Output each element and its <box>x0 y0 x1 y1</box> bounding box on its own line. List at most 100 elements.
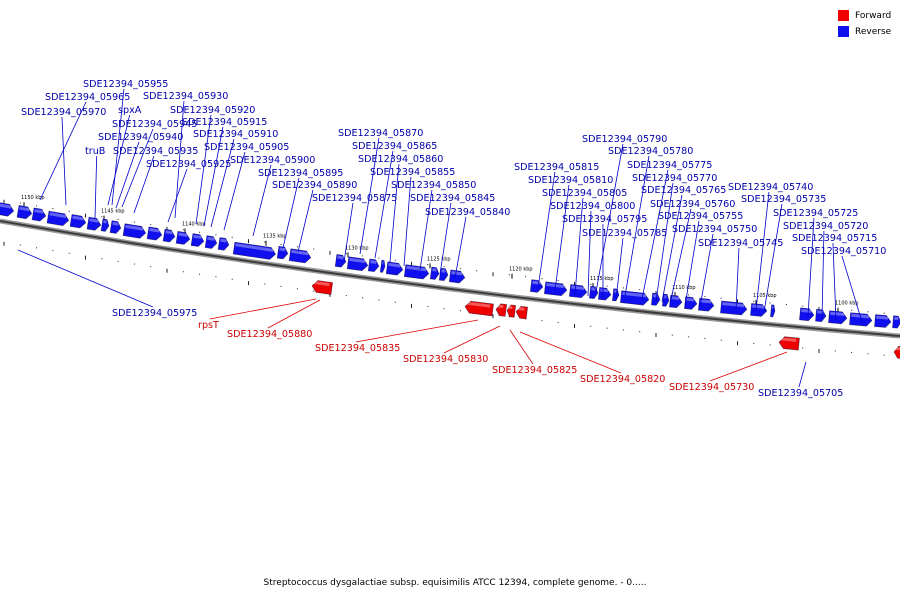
leader-line <box>509 329 534 365</box>
reverse-gene-arrow <box>16 205 33 220</box>
scale-tick-label: 1120 kbp <box>509 267 533 273</box>
leader-line <box>267 299 321 329</box>
leader-line <box>133 155 155 214</box>
leader-line <box>624 155 650 297</box>
leader-line <box>282 177 300 249</box>
scale-tick-label: 1110 kbp <box>672 285 696 291</box>
gene-label-sde12394-05715: SDE12394_05715 <box>792 233 877 244</box>
leader-line <box>209 298 317 320</box>
gene-label-sde12394-05870: SDE12394_05870 <box>338 128 423 139</box>
reverse-gene-arrow <box>232 241 276 260</box>
leader-line <box>595 143 624 293</box>
leader-line <box>684 220 700 307</box>
leader-line <box>374 150 394 259</box>
gene-label-sde12394-05895: SDE12394_05895 <box>258 168 343 179</box>
gene-label-sde12394-05890: SDE12394_05890 <box>272 180 357 191</box>
leader-line <box>39 101 87 201</box>
reverse-gene-arrow <box>662 293 670 307</box>
legend: Forward Reverse <box>838 9 891 41</box>
gene-label-rpst: rpsT <box>198 320 219 331</box>
gene-label-sde12394-05760: SDE12394_05760 <box>650 199 735 210</box>
reverse-gene-arrow <box>69 214 87 229</box>
gene-label-sde12394-05850: SDE12394_05850 <box>391 180 476 191</box>
leader-line <box>167 168 188 223</box>
gene-label-sde12394-05945: SDE12394_05945 <box>112 119 197 130</box>
leader-line <box>121 128 154 208</box>
reverse-gene-arrow <box>750 303 768 317</box>
reverse-gene-arrow <box>669 294 683 309</box>
reverse-gene-arrow <box>334 254 347 268</box>
leader-line <box>587 210 592 297</box>
scale-tick-label: 1145 kbp <box>101 209 125 215</box>
leader-line <box>832 242 837 321</box>
forward-gene-arrow <box>464 300 494 317</box>
leader-line <box>61 116 67 206</box>
gene-label-sde12394-05880: SDE12394_05880 <box>227 329 312 340</box>
forward-gene-arrow <box>506 304 516 318</box>
gene-label-sde12394-05930: SDE12394_05930 <box>143 91 228 102</box>
leader-line <box>519 331 622 374</box>
gene-label-sde12394-05825: SDE12394_05825 <box>492 365 577 376</box>
forward-gene-arrow <box>515 305 528 320</box>
gene-label-sde12394-05840: SDE12394_05840 <box>425 207 510 218</box>
leader-line <box>454 216 467 279</box>
gene-label-sde12394-05925: SDE12394_05925 <box>146 159 231 170</box>
reverse-gene-arrow <box>100 218 110 232</box>
reverse-gene-arrow <box>799 307 815 322</box>
gene-label-sde12394-05820: SDE12394_05820 <box>580 374 665 385</box>
forward-gene-arrow <box>495 303 507 317</box>
gene-label-trub: truB <box>85 146 105 157</box>
reverse-gene-arrow <box>204 235 218 249</box>
legend-item-forward: Forward <box>838 9 891 22</box>
scale-ticks: 1150 kbp 1145 kbp 1140 kbp 1135 kbp 1130 kbp… <box>3 195 885 356</box>
gene-label-sde12394-05835: SDE12394_05835 <box>315 343 400 354</box>
gene-label-sde12394-05975: SDE12394_05975 <box>112 308 197 319</box>
leader-line <box>821 230 825 319</box>
leader-line <box>252 164 272 237</box>
leader-line <box>661 194 683 303</box>
reverse-gene-arrow <box>568 284 588 299</box>
leader-line <box>699 233 714 308</box>
leader-line <box>554 184 570 291</box>
reverse-gene-arrow <box>684 296 698 310</box>
gene-label-sde12394-05740: SDE12394_05740 <box>728 182 813 193</box>
gene-label-sde12394-05745: SDE12394_05745 <box>698 238 783 249</box>
reverse-gene-arrow <box>698 297 715 312</box>
reverse-gene-arrow <box>874 314 892 328</box>
leader-line <box>655 182 674 302</box>
gene-labels: SDE12394_05955 SDE12394_05965 SDE12394_059… <box>21 79 886 399</box>
reverse-gene-arrow <box>276 245 289 260</box>
gene-label-sde12394-05805: SDE12394_05805 <box>542 188 627 199</box>
leader-line <box>807 217 815 317</box>
leader-line <box>615 237 624 301</box>
reverse-gene-arrow <box>217 237 230 251</box>
leader-line <box>203 126 224 227</box>
reverse-gene-arrow <box>438 267 449 282</box>
leader-line <box>537 171 556 289</box>
gene-label-sde12394-05875: SDE12394_05875 <box>312 193 397 204</box>
gene-label-sde12394-05725: SDE12394_05725 <box>773 208 858 219</box>
axis-line <box>0 220 900 337</box>
reverse-gene-arrow <box>588 285 599 299</box>
reverse-gene-arrow <box>379 259 386 273</box>
gene-label-sde12394-05965: SDE12394_05965 <box>45 92 130 103</box>
reverse-gene-arrow <box>651 292 661 306</box>
leader-line <box>669 208 692 305</box>
legend-item-reverse: Reverse <box>838 25 891 38</box>
gene-label-sde12394-05920: SDE12394_05920 <box>170 105 255 116</box>
scale-tick-label: 1115 kbp <box>590 276 614 282</box>
leader-line <box>355 319 479 343</box>
leader-line <box>443 325 501 354</box>
leader-line <box>439 202 452 275</box>
gene-label-sde12394-05940: SDE12394_05940 <box>98 132 183 143</box>
gene-label-sde12394-05900: SDE12394_05900 <box>230 155 315 166</box>
reverse-swatch <box>838 26 849 37</box>
reverse-gene-arrow <box>162 228 176 243</box>
scale-tick-label: 1125 kbp <box>427 256 451 262</box>
reverse-gene-arrow <box>86 216 102 231</box>
reverse-gene-arrow <box>175 231 191 245</box>
gene-label-sde12394-05705: SDE12394_05705 <box>758 388 843 399</box>
figure-caption: Streptococcus dysgalactiae subsp. equisi… <box>263 578 647 588</box>
gene-label-sde12394-05765: SDE12394_05765 <box>641 185 726 196</box>
